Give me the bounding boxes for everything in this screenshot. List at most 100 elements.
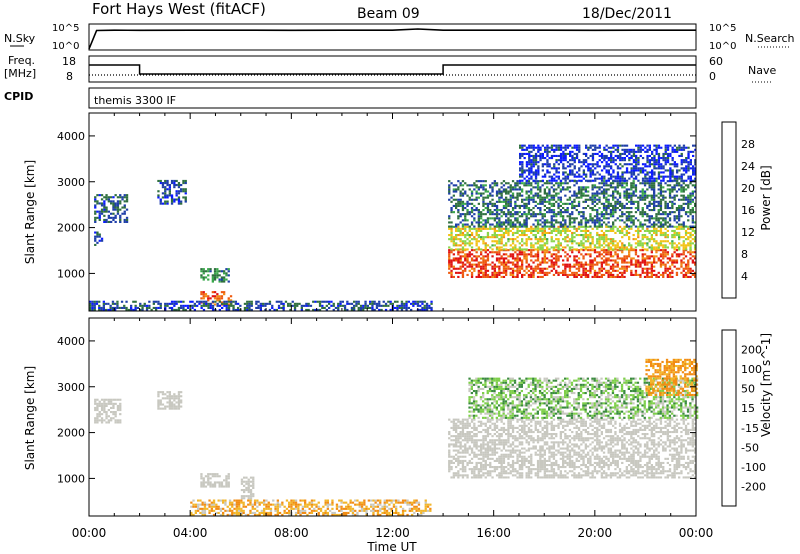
power-cell [541,184,544,187]
power-cell [584,269,587,272]
power-cell [573,255,576,258]
power-cell [548,150,551,153]
power-cell [616,171,620,174]
power-cell [452,211,455,214]
power-cell [607,244,610,247]
power-cell [582,207,585,210]
power-cell [605,209,608,212]
power-cell [562,177,565,180]
power-cell [646,275,649,278]
power-cell [609,229,613,232]
power-cell [557,265,560,268]
power-cell [407,306,410,309]
power-cell [628,242,631,245]
power-cell [527,263,531,266]
velocity-cell [233,507,236,510]
velocity-cell [228,507,232,510]
velocity-cell [247,491,250,494]
power-cell [493,236,496,239]
power-cell [305,304,308,307]
power-cell [555,182,558,185]
velocity-cell [96,419,99,422]
power-cell [459,215,462,218]
power-cell [659,213,663,216]
velocity-cell [267,501,270,504]
velocity-cell [243,476,246,479]
power-cell [527,200,531,203]
velocity-cell [249,484,253,487]
velocity-cell [227,477,230,480]
power-cell [516,231,519,234]
power-cell [582,244,585,247]
power-cell [664,251,667,254]
velocity-cell [112,413,115,416]
power-cell [566,225,569,228]
power-cell [678,236,681,239]
power-cell [514,259,517,262]
power-cell [498,192,501,195]
velocity-cell [225,477,228,480]
power-cell [450,209,453,212]
power-cell [530,154,533,157]
velocity-cell [112,406,115,409]
power-cell [614,231,617,234]
power-cell [648,225,651,228]
cpid-panel: CPID themis 3300 IF [4,87,697,109]
power-cell [175,302,178,305]
power-cell [143,302,146,305]
power-cell [502,221,506,224]
power-cell [678,148,681,151]
velocity-cell [240,511,243,514]
power-cell [539,196,542,199]
power-cell [523,273,526,276]
power-cell [525,215,528,218]
power-cell [587,253,590,256]
power-cell [364,300,367,303]
power-cell [671,269,674,272]
velocity-cell [197,507,200,510]
power-cell [616,269,619,272]
power-cell [628,188,631,191]
power-cell [509,219,512,222]
velocity-cell [94,421,97,424]
power-cell [482,267,485,270]
power-cell [205,304,208,307]
velocity-cell [100,417,104,420]
power-cell [646,238,649,241]
power-cell [532,271,535,274]
power-cell [628,207,631,210]
power-cell [220,280,224,283]
power-cell [584,275,587,278]
power-cell [584,253,587,256]
power-cell [507,211,510,214]
power-cell [557,204,560,207]
power-cell [541,229,544,232]
power-cell [591,192,594,195]
power-cell [184,190,187,193]
power-cell [95,302,99,305]
velocity-cell [112,411,115,414]
power-cell [543,225,546,228]
power-cell [466,253,469,256]
velocity-cell [247,489,250,492]
power-cell [582,194,585,197]
colorbar-tick-label: 16 [741,204,755,217]
velocity-cell [203,503,207,506]
power-cell [118,306,121,309]
power-cell [164,302,167,305]
power-cell [541,267,544,270]
power-cell [470,211,474,214]
power-cell [532,275,535,278]
power-cell [505,215,508,218]
power-cell [591,265,594,268]
power-cell [539,236,542,239]
power-cell [466,209,469,212]
power-cell [532,159,535,162]
power-cell [464,190,467,193]
velocity-cell [194,511,197,514]
power-cell [528,177,531,180]
power-cell [580,194,583,197]
power-cell [653,261,656,264]
power-cell [566,188,569,191]
power-cell [268,302,272,305]
